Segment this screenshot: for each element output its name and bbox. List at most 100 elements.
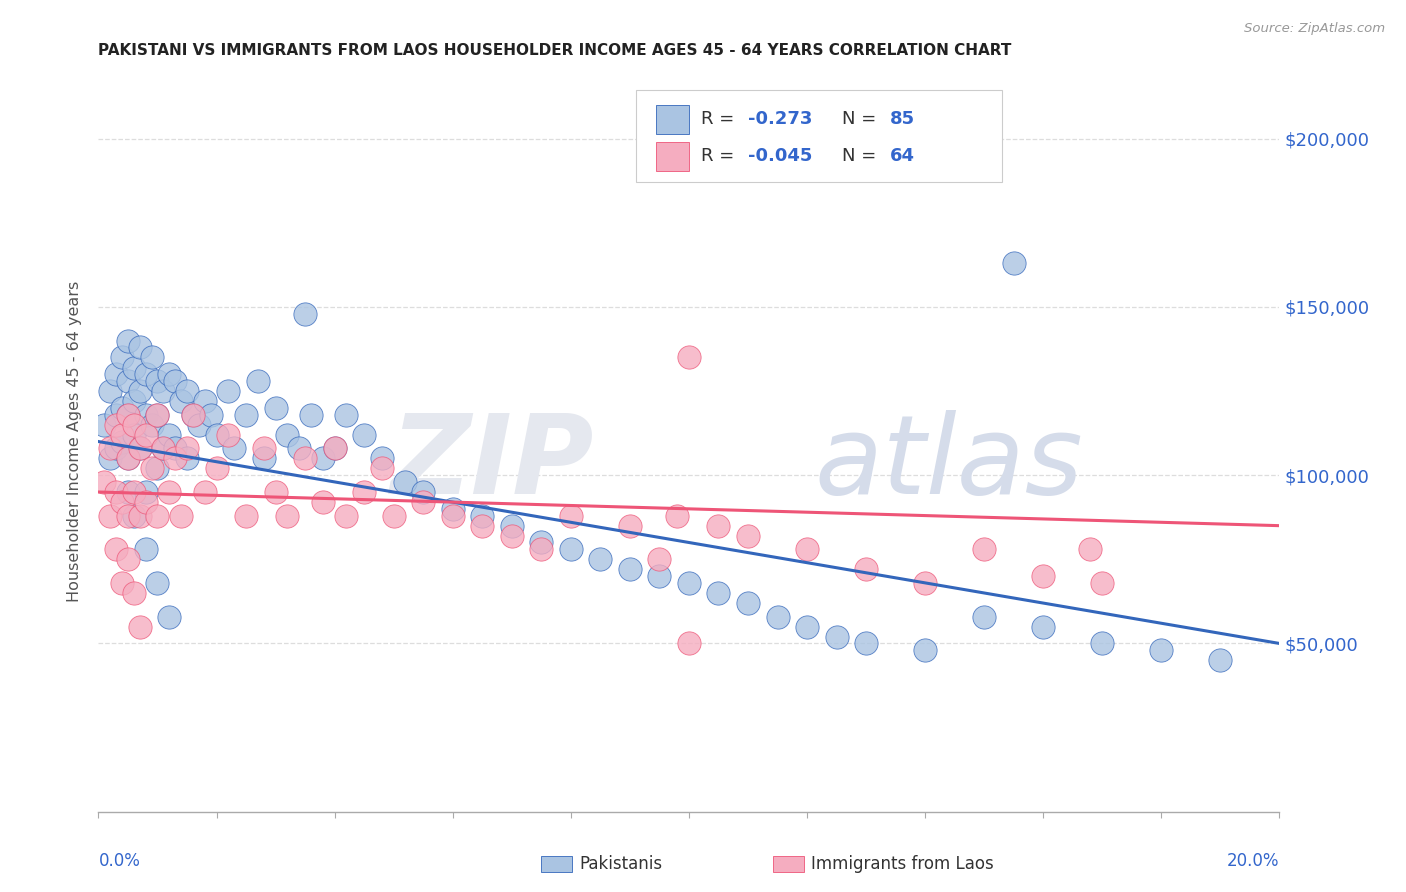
Point [294, 307, 316, 321]
Point [176, 384, 198, 398]
Point [371, 451, 394, 466]
Point [146, 575, 169, 590]
Point [371, 461, 394, 475]
Point [1032, 569, 1054, 583]
Point [323, 442, 346, 456]
Point [98, 451, 121, 466]
FancyBboxPatch shape [655, 142, 689, 171]
Point [122, 394, 145, 409]
Point [141, 351, 163, 365]
Text: Pakistanis: Pakistanis [579, 855, 662, 873]
Point [1091, 636, 1114, 650]
Point [135, 408, 157, 422]
Point [678, 351, 700, 365]
Point [619, 562, 641, 576]
Point [98, 384, 121, 398]
Point [117, 408, 139, 422]
Point [165, 451, 187, 466]
Point [111, 401, 134, 415]
Point [299, 408, 322, 422]
Point [441, 501, 464, 516]
Point [122, 485, 145, 500]
Point [200, 408, 222, 422]
Point [117, 334, 139, 348]
Point [117, 408, 139, 422]
Point [1209, 653, 1232, 667]
Point [146, 408, 169, 422]
Point [1150, 643, 1173, 657]
Point [141, 461, 163, 475]
Point [152, 384, 174, 398]
Point [111, 351, 134, 365]
Point [176, 451, 198, 466]
Point [117, 508, 139, 523]
Point [152, 442, 174, 456]
Point [335, 408, 357, 422]
Point [648, 569, 671, 583]
Point [128, 442, 150, 456]
Text: R =: R = [700, 110, 740, 128]
Point [93, 417, 115, 432]
Text: R =: R = [700, 147, 740, 165]
Text: 20.0%: 20.0% [1227, 853, 1279, 871]
Text: -0.273: -0.273 [748, 110, 813, 128]
Point [135, 427, 157, 442]
Point [157, 609, 180, 624]
Point [170, 394, 193, 409]
Text: -0.045: -0.045 [748, 147, 813, 165]
Point [501, 518, 523, 533]
Point [294, 451, 316, 466]
Point [135, 495, 157, 509]
Point [146, 374, 169, 388]
Point [105, 368, 128, 382]
Point [165, 442, 187, 456]
Point [128, 340, 150, 354]
Point [501, 529, 523, 543]
Text: Source: ZipAtlas.com: Source: ZipAtlas.com [1244, 22, 1385, 36]
Point [122, 417, 145, 432]
Y-axis label: Householder Income Ages 45 - 64 years: Householder Income Ages 45 - 64 years [67, 281, 83, 602]
Point [530, 535, 553, 549]
Point [122, 427, 145, 442]
Point [560, 508, 582, 523]
Text: 64: 64 [890, 147, 915, 165]
Point [181, 408, 204, 422]
Point [165, 374, 187, 388]
Point [157, 485, 180, 500]
Point [105, 485, 128, 500]
Point [264, 485, 287, 500]
Text: 0.0%: 0.0% [98, 853, 141, 871]
Text: N =: N = [842, 147, 883, 165]
Point [141, 417, 163, 432]
Point [128, 508, 150, 523]
Point [146, 461, 169, 475]
Point [217, 384, 239, 398]
Point [796, 542, 818, 557]
Point [312, 495, 335, 509]
Point [105, 417, 128, 432]
Point [382, 508, 405, 523]
Point [1091, 575, 1114, 590]
Point [973, 542, 995, 557]
Point [235, 408, 257, 422]
Point [666, 508, 689, 523]
Point [914, 575, 936, 590]
Point [217, 427, 239, 442]
Point [122, 586, 145, 600]
Point [146, 408, 169, 422]
Point [1080, 542, 1102, 557]
Point [678, 636, 700, 650]
Point [128, 619, 150, 633]
Point [122, 508, 145, 523]
Point [235, 508, 257, 523]
Text: 85: 85 [890, 110, 915, 128]
Point [111, 495, 134, 509]
Point [194, 394, 217, 409]
Point [353, 485, 375, 500]
Point [128, 384, 150, 398]
Text: PAKISTANI VS IMMIGRANTS FROM LAOS HOUSEHOLDER INCOME AGES 45 - 64 YEARS CORRELAT: PAKISTANI VS IMMIGRANTS FROM LAOS HOUSEH… [98, 43, 1012, 58]
Point [98, 442, 121, 456]
Point [117, 485, 139, 500]
Point [170, 508, 193, 523]
Point [335, 508, 357, 523]
